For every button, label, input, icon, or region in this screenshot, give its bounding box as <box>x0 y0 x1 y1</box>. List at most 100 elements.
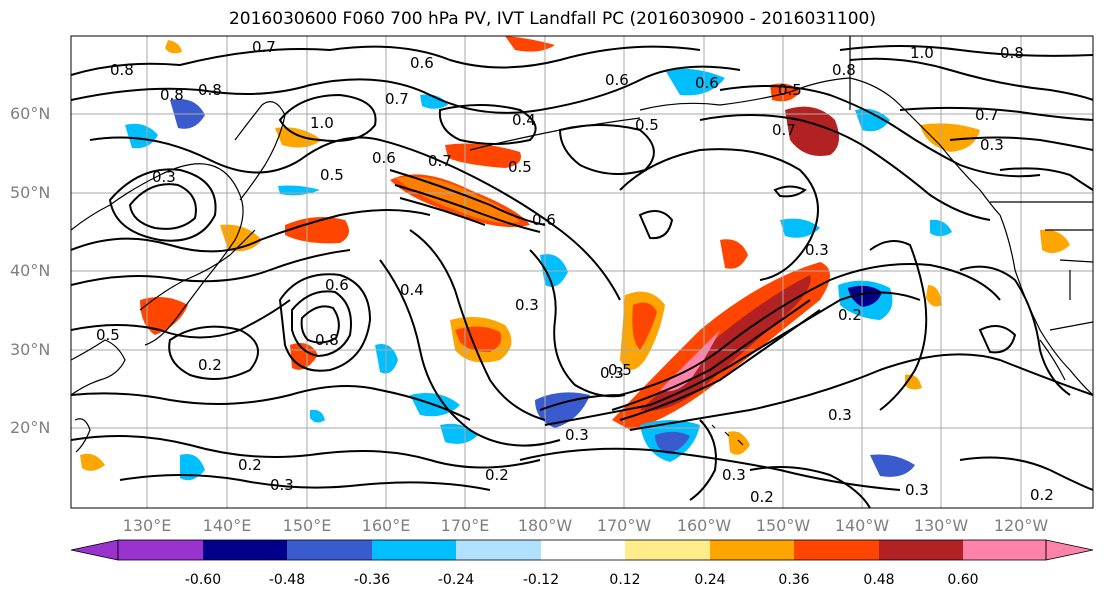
contour-label: 0.3 <box>152 168 176 186</box>
contour-line <box>71 45 701 76</box>
contour-line <box>544 291 921 426</box>
shade-blob <box>165 40 182 54</box>
contour-label: 0.6 <box>410 54 434 72</box>
colorbar-bin <box>118 540 203 560</box>
colorbar-tick-label: 0.36 <box>778 572 810 588</box>
contour-label: 1.0 <box>910 44 934 62</box>
contour-label: 0.7 <box>772 121 796 139</box>
lon-label-130w: 130°W <box>913 516 969 535</box>
contour-line <box>558 124 655 175</box>
contour-line <box>529 249 626 398</box>
contour-line <box>849 57 1093 101</box>
contour-line <box>539 263 1001 411</box>
shade-blob <box>540 254 568 287</box>
contour-line <box>409 229 546 421</box>
contour-line <box>611 299 811 411</box>
contour-label: 0.7 <box>428 152 452 170</box>
contour-label: 0.4 <box>512 111 536 129</box>
contour-line <box>291 290 352 358</box>
coast-na-west <box>999 214 1093 396</box>
contour-label: 0.8 <box>832 61 856 79</box>
colorbar-bin <box>794 540 879 560</box>
coast-hawaii <box>699 419 744 446</box>
contour-line <box>71 299 291 339</box>
shade-blob <box>310 409 325 423</box>
shade-blob <box>848 285 882 307</box>
colorbar-tick-label: -0.36 <box>353 572 391 588</box>
colorbar-tick-label: -0.48 <box>268 572 306 588</box>
contour-label: 0.8 <box>1000 44 1024 62</box>
colorbar <box>70 539 1094 561</box>
contour-line <box>978 325 1017 354</box>
contour-label-layer: 0.7 0.8 0.8 0.6 0.8 1.0 0.7 0.5 0.6 0.7 … <box>96 38 1054 506</box>
contour-label: 0.2 <box>485 466 509 484</box>
shade-blob <box>728 431 750 455</box>
graticule <box>71 36 1093 508</box>
border-states <box>1045 229 1093 300</box>
coast-philippines <box>74 418 91 453</box>
shade-blob <box>920 123 980 152</box>
contour-line <box>899 106 1093 121</box>
lon-label-160w: 160°W <box>676 516 732 535</box>
contour-label: 0.7 <box>252 38 276 56</box>
contour-line <box>839 45 1093 57</box>
map-area: 0.7 0.8 0.8 0.6 0.8 1.0 0.7 0.5 0.6 0.7 … <box>71 36 1093 508</box>
contour-line <box>71 435 541 469</box>
colorbar-tick-label: -0.12 <box>522 572 560 588</box>
colorbar-bin <box>879 540 963 560</box>
lon-label-160e: 160°E <box>361 516 411 535</box>
coast-kamchatka <box>234 101 286 201</box>
lon-label-140w: 140°W <box>834 516 890 535</box>
colorbar-bin <box>710 540 794 560</box>
contour-line <box>300 305 340 344</box>
shade-blob <box>285 216 349 244</box>
contour-label: 0.6 <box>325 276 349 294</box>
lon-label-150e: 150°E <box>282 516 332 535</box>
contour-label: 0.2 <box>238 456 262 474</box>
colorbar-tick-label: 0.24 <box>694 572 726 588</box>
contour-label: 0.2 <box>1030 486 1054 504</box>
contour-line <box>869 240 928 411</box>
shade-blob <box>395 176 520 223</box>
colorbar-extend-high <box>1045 539 1094 561</box>
contour-label: 0.5 <box>508 158 532 176</box>
colorbar-extend-low <box>70 539 119 561</box>
colorbar-tick-label: 0.48 <box>863 572 895 588</box>
contour-label: 0.3 <box>828 406 852 424</box>
contour-line <box>89 136 621 301</box>
contour-line <box>438 104 537 145</box>
lon-label-170w: 170°W <box>596 516 652 535</box>
shade-blob <box>780 218 820 238</box>
colorbar-tick-label: 0.60 <box>947 572 979 588</box>
contour-label: 0.3 <box>515 296 539 314</box>
figure-title: 2016030600 F060 700 hPa PV, IVT Landfall… <box>228 9 876 29</box>
colorbar-bin <box>541 540 625 560</box>
shade-blob <box>420 94 448 109</box>
lon-label-140e: 140°E <box>202 516 252 535</box>
contour-label: 0.3 <box>905 481 929 499</box>
contour-line <box>773 185 807 198</box>
lon-label-120w: 120°W <box>993 516 1049 535</box>
contour-label: 0.3 <box>600 364 624 382</box>
border-us-mexico <box>1049 321 1093 331</box>
shade-blob <box>926 285 942 307</box>
shade-blob <box>655 431 690 454</box>
shade-blob <box>180 454 205 481</box>
shade-blob <box>632 302 657 350</box>
contour-line <box>629 353 1093 431</box>
coastlines <box>71 36 1093 453</box>
contour-line <box>749 465 871 508</box>
lat-label-20n: 20°N <box>10 418 51 437</box>
contour-label: 0.3 <box>270 476 294 494</box>
lat-label-60n: 60°N <box>10 104 51 123</box>
coast-china <box>71 339 126 396</box>
lat-label-30n: 30°N <box>10 340 51 359</box>
coast-aleutians <box>469 117 641 151</box>
lon-label-150w: 150°W <box>755 516 811 535</box>
contour-line <box>71 249 351 286</box>
shade-blob <box>535 392 590 428</box>
contour-line <box>719 85 1041 178</box>
contour-label: 0.8 <box>160 86 184 104</box>
coast-asia <box>71 163 244 346</box>
